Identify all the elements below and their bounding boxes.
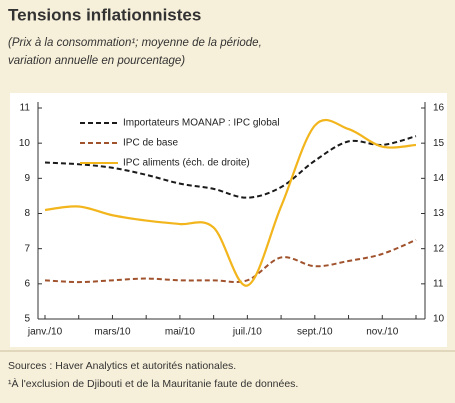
legend-label: IPC aliments (éch. de droite) [123,158,250,169]
x-tick-label: mars/10 [94,327,131,338]
series-line [44,238,417,284]
y-tick-label: 5 [24,314,30,325]
y2-tick-label: 14 [433,173,445,184]
series-line [44,135,417,199]
y2-tick-label: 11 [433,278,444,289]
y-tick-label: 6 [24,278,30,289]
legend-label: IPC de base [123,138,178,149]
y2-tick-label: 16 [433,103,445,114]
subtitle: variation annuelle en pourcentage) [8,55,185,67]
source-note: Sources : Haver Analytics et autorités n… [8,360,236,372]
plot-panel [10,93,447,347]
series-line [44,119,417,287]
footnote: ¹À l'exclusion de Djibouti et de la Maur… [8,377,298,390]
y2-tick-label: 13 [433,208,445,219]
subtitle: (Prix à la consommation¹; moyenne de la … [8,37,262,49]
y-tick-label: 10 [19,138,31,149]
y2-tick-label: 15 [433,138,445,149]
y-tick-label: 11 [20,103,31,114]
x-tick-label: mai/10 [165,327,195,338]
y2-tick-label: 12 [433,243,445,254]
chart-title: Tensions inflationnistes [8,5,201,24]
y-tick-label: 7 [24,243,30,254]
y-tick-label: 9 [24,173,30,184]
x-tick-label: nov./10 [366,327,398,338]
legend-label: Importateurs MOANAP : IPC global [123,118,280,129]
y-tick-label: 8 [24,208,30,219]
y2-tick-label: 10 [433,314,445,325]
x-tick-label: janv./10 [27,327,63,338]
x-tick-label: sept./10 [297,327,333,338]
x-tick-label: juil./10 [232,327,262,338]
